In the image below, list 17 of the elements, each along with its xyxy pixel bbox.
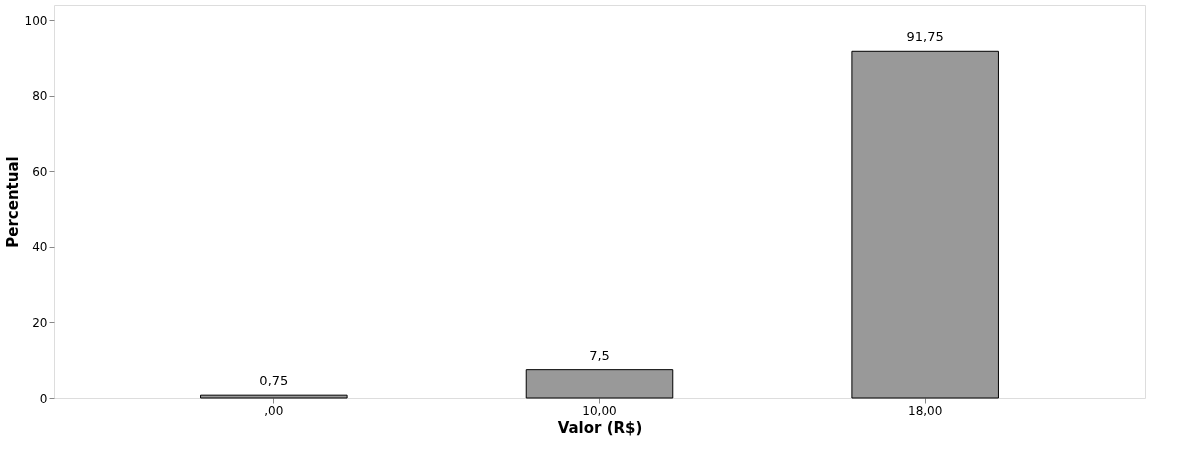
data-label: 0,75 bbox=[259, 373, 289, 389]
y-tick-label: 100 bbox=[24, 13, 48, 28]
y-tick-label: 20 bbox=[32, 315, 48, 330]
bar bbox=[851, 50, 999, 399]
x-tick-label: 10,00 bbox=[582, 403, 617, 418]
x-axis-title: Valor (R$) bbox=[557, 418, 643, 437]
y-tick-label: 40 bbox=[32, 240, 48, 255]
y-tick-label: 80 bbox=[32, 89, 48, 104]
y-tick-label: 60 bbox=[32, 164, 48, 179]
y-tick-label: 0 bbox=[39, 391, 48, 406]
x-tick-label: ,00 bbox=[264, 403, 284, 418]
x-tick-label: 18,00 bbox=[907, 403, 943, 418]
data-label: 7,5 bbox=[589, 347, 610, 363]
bar bbox=[525, 369, 674, 399]
bar bbox=[200, 394, 348, 399]
data-label: 91,75 bbox=[906, 29, 944, 45]
y-axis-title: Percentual bbox=[3, 156, 22, 248]
